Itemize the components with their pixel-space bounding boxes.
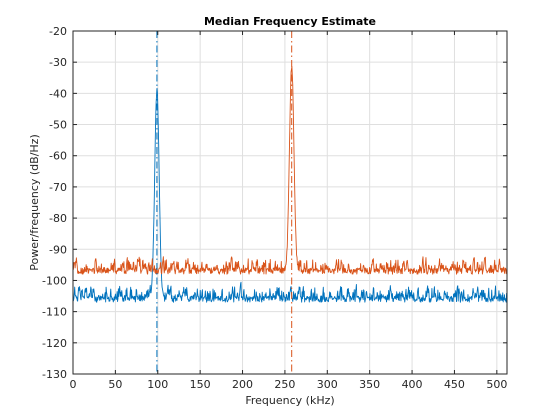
x-tick-label: 400 bbox=[402, 378, 423, 391]
axis-ticks: 0 50 100 150 200 250 300 350 400 450 500 -130 -120 -1… bbox=[42, 25, 507, 391]
y-tick-label: -60 bbox=[49, 150, 67, 163]
y-tick-label: -80 bbox=[49, 212, 67, 225]
grid bbox=[72, 30, 507, 375]
x-tick-label: 150 bbox=[190, 378, 211, 391]
x-tick-label: 500 bbox=[486, 378, 507, 391]
series-layer bbox=[72, 66, 508, 303]
y-tick-label: -30 bbox=[49, 56, 67, 69]
y-axis-label: Power/frequency (dB/Hz) bbox=[28, 134, 41, 271]
x-tick-label: 350 bbox=[359, 378, 380, 391]
median-markers bbox=[156, 31, 293, 374]
x-axis-label: Frequency (kHz) bbox=[245, 394, 334, 407]
y-tick-label: -20 bbox=[49, 25, 67, 38]
x-tick-label: 50 bbox=[108, 378, 122, 391]
y-tick-label: -40 bbox=[49, 87, 67, 100]
plot-area bbox=[72, 30, 508, 375]
y-tick-label: -100 bbox=[42, 274, 67, 287]
y-tick-label: -120 bbox=[42, 337, 67, 350]
y-tick-label: -130 bbox=[42, 368, 67, 381]
psd-series-line bbox=[72, 66, 508, 275]
x-tick-label: 200 bbox=[232, 378, 253, 391]
chart-title: Median Frequency Estimate bbox=[204, 15, 376, 28]
psd-series-line bbox=[72, 87, 508, 303]
y-tick-label: -50 bbox=[49, 119, 67, 132]
y-tick-label: -110 bbox=[42, 306, 67, 319]
x-tick-label: 450 bbox=[444, 378, 465, 391]
y-tick-label: -90 bbox=[49, 243, 67, 256]
x-tick-label: 300 bbox=[317, 378, 338, 391]
y-tick-label: -70 bbox=[49, 181, 67, 194]
x-tick-label: 250 bbox=[274, 378, 295, 391]
x-tick-label: 100 bbox=[147, 378, 168, 391]
x-tick-label: 0 bbox=[70, 378, 77, 391]
